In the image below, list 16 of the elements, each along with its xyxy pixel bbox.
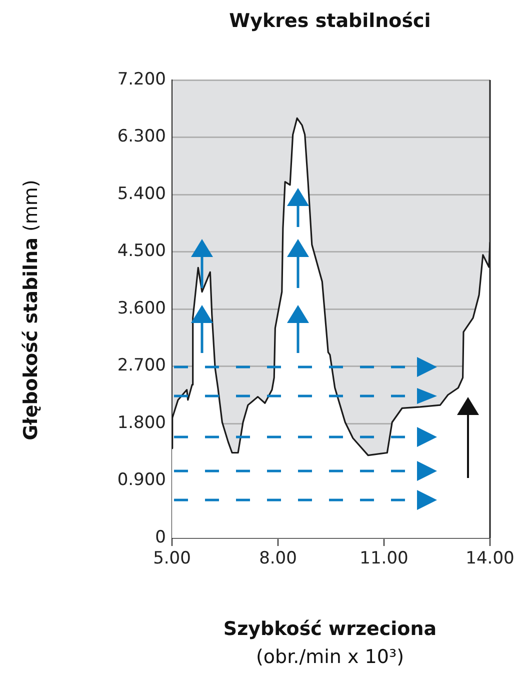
x-axis-title: Szybkość wrzeciona (obr./min x 10³) (222, 617, 438, 670)
y-tick-label: 3.600 (117, 298, 166, 318)
y-tick-label: 7.200 (117, 69, 166, 90)
x-tick-label: 11.00 (360, 548, 408, 569)
x-tick-label: 5.00 (153, 548, 191, 569)
chart-title: Wykres stabilności (228, 10, 432, 32)
y-tick-label: 2.700 (117, 356, 166, 376)
y-tick-label: 4.500 (117, 241, 166, 262)
x-tick-label: 8.00 (259, 548, 297, 569)
y-tick-label: 1.800 (117, 412, 166, 433)
y-tick-label: 6.300 (117, 126, 166, 147)
y-axis-title: Głębokość stabilna (mm) (20, 180, 42, 440)
x-tick-label: 14.00 (466, 548, 514, 569)
y-tick-label: 0 (155, 527, 166, 548)
y-tick-label: 5.400 (117, 184, 166, 204)
y-tick-label: 0.900 (117, 470, 166, 490)
